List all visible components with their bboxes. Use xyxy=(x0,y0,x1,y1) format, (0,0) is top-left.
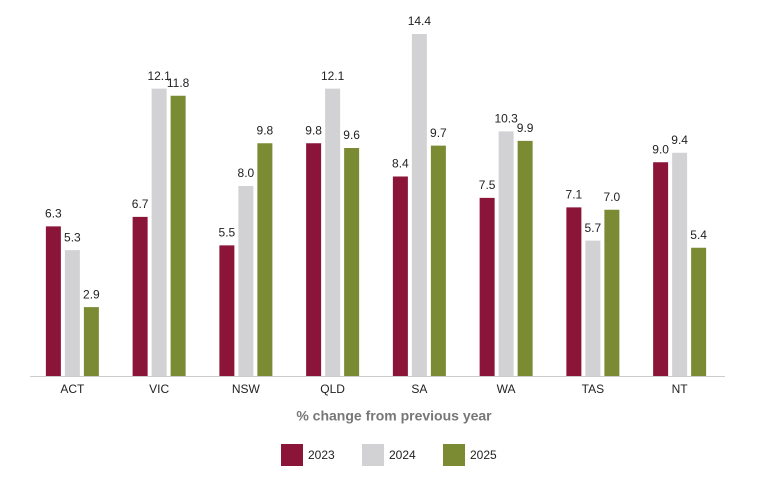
value-label: 8.0 xyxy=(238,166,255,180)
x-tick-label: SA xyxy=(411,382,427,396)
value-label: 5.3 xyxy=(64,230,81,244)
bar xyxy=(306,143,322,376)
value-label: 9.6 xyxy=(343,128,360,142)
bar xyxy=(411,34,427,376)
x-tick-label: NT xyxy=(672,382,689,396)
legend-swatch xyxy=(281,444,303,466)
value-label: 9.8 xyxy=(257,123,274,137)
legend-label: 2025 xyxy=(470,448,497,462)
bar xyxy=(430,145,446,376)
x-tick-label: NSW xyxy=(232,382,261,396)
x-axis-title: % change from previous year xyxy=(296,408,492,424)
bar xyxy=(83,307,99,376)
bar xyxy=(691,247,707,376)
x-tick-label: TAS xyxy=(582,382,604,396)
value-label: 11.8 xyxy=(167,76,190,90)
value-label: 9.9 xyxy=(517,121,534,135)
value-label: 8.4 xyxy=(392,157,409,171)
value-label: 9.7 xyxy=(430,126,447,140)
x-tick-label: ACT xyxy=(60,382,85,396)
bar xyxy=(604,209,620,376)
bar xyxy=(219,245,235,376)
bar xyxy=(672,152,688,376)
value-label: 6.3 xyxy=(45,207,62,221)
x-tick-label: WA xyxy=(497,382,516,396)
value-label: 9.8 xyxy=(305,123,322,137)
legend-label: 2023 xyxy=(308,448,335,462)
bar xyxy=(566,207,582,376)
bar xyxy=(64,250,80,376)
bar xyxy=(392,176,408,376)
legend-swatch xyxy=(362,444,384,466)
value-label: 6.7 xyxy=(132,197,149,211)
bar xyxy=(479,197,495,376)
value-label: 9.0 xyxy=(652,142,669,156)
value-label: 2.9 xyxy=(83,287,100,301)
value-label: 7.5 xyxy=(479,178,496,192)
bar xyxy=(45,226,61,376)
bar xyxy=(238,186,254,376)
bar xyxy=(585,240,601,376)
legend-swatch xyxy=(443,444,465,466)
bar xyxy=(325,88,341,376)
value-label: 5.5 xyxy=(219,226,236,240)
bar xyxy=(132,216,148,376)
bar xyxy=(151,88,167,376)
value-label: 7.1 xyxy=(566,188,583,202)
value-label: 14.4 xyxy=(408,14,432,28)
value-label: 12.1 xyxy=(321,69,345,83)
value-label: 10.3 xyxy=(494,112,518,126)
bar xyxy=(498,131,514,376)
bar xyxy=(653,162,669,376)
legend-label: 2024 xyxy=(389,448,416,462)
value-label: 5.7 xyxy=(585,221,602,235)
bar xyxy=(517,140,533,376)
bar xyxy=(170,95,186,376)
value-label: 5.4 xyxy=(690,228,707,242)
x-tick-label: VIC xyxy=(149,382,169,396)
value-label: 9.4 xyxy=(671,133,688,147)
bar xyxy=(344,148,360,376)
bar xyxy=(257,143,273,376)
value-label: 7.0 xyxy=(604,190,621,204)
value-label: 12.1 xyxy=(147,69,171,83)
x-tick-label: QLD xyxy=(320,382,345,396)
